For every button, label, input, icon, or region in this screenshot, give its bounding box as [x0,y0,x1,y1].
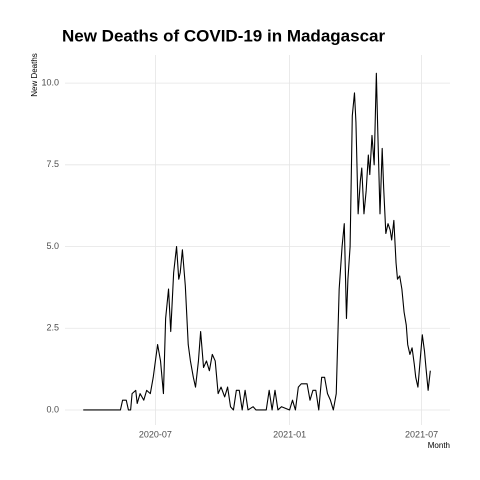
y-tick-label: 0.0 [46,404,59,414]
data-line [83,72,431,411]
y-tick-label: 2.5 [46,323,59,333]
chart-title: New Deaths of COVID-19 in Madagascar [62,26,385,45]
x-tick-label: 2021-01 [273,429,306,439]
x-tick-label: 2021-07 [405,429,438,439]
x-tick-label: 2020-07 [139,429,172,439]
y-tick-label: 5.0 [46,241,59,251]
y-axis-label: New Deaths [30,53,39,97]
y-tick-label: 7.5 [46,159,59,169]
y-tick-label: 10.0 [41,77,59,87]
x-axis-label: Month [428,441,450,450]
